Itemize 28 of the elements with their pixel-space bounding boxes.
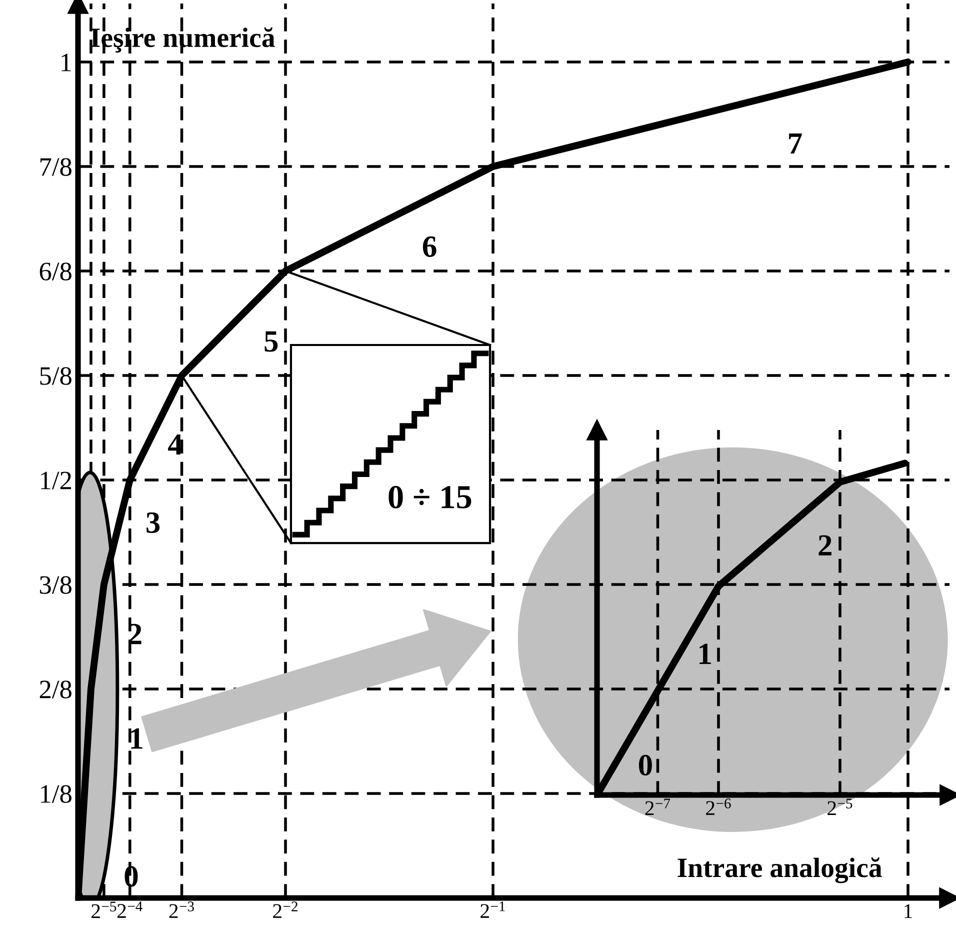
annotation: 1 xyxy=(131,728,142,749)
x-tick-label: 2$^{−5}$ xyxy=(92,902,116,918)
annotation: 0 xyxy=(638,754,652,776)
x-tick-label: 1 xyxy=(904,904,912,918)
y-tick-label: 5/8 xyxy=(40,367,72,385)
annotation: 3 xyxy=(146,512,160,533)
x-tick-label: 2$^{−3}$ xyxy=(169,902,194,918)
y-tick-label: 6/8 xyxy=(40,262,72,280)
annotation: 7 xyxy=(789,134,802,154)
x-tick-label: 2$^{−6}$ xyxy=(706,798,731,815)
y-tick-label: 1/2 xyxy=(41,472,71,490)
y-tick-label: 1 xyxy=(62,54,71,72)
x-tick-label: 2$^{−2}$ xyxy=(273,902,298,918)
y-tick-label: 1/8 xyxy=(41,785,72,803)
x-tick-label: 2$^{−5}$ xyxy=(828,798,852,816)
x-tick-label: 2$^{−1}$ xyxy=(480,902,505,918)
y-tick-label: 2/8 xyxy=(40,680,72,698)
annotation: 4 xyxy=(168,434,182,455)
annotation: 0 ÷ 15 xyxy=(388,486,472,508)
x-tick-label: 2$^{−4}$ xyxy=(117,902,142,918)
y-tick-label: 3/8 xyxy=(40,576,72,594)
annotation: 1 xyxy=(700,644,711,664)
y-tick-label: 7/8 xyxy=(40,158,72,176)
annotation: 2 xyxy=(818,535,832,556)
x-axis-title: Intrare analogică xyxy=(678,857,882,884)
annotation: 6 xyxy=(422,236,436,257)
annotation: 5 xyxy=(264,331,278,352)
x-tick-label: 2$^{−7}$ xyxy=(645,798,670,816)
